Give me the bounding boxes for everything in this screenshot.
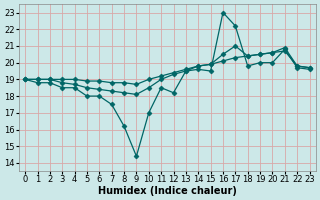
X-axis label: Humidex (Indice chaleur): Humidex (Indice chaleur): [98, 186, 237, 196]
